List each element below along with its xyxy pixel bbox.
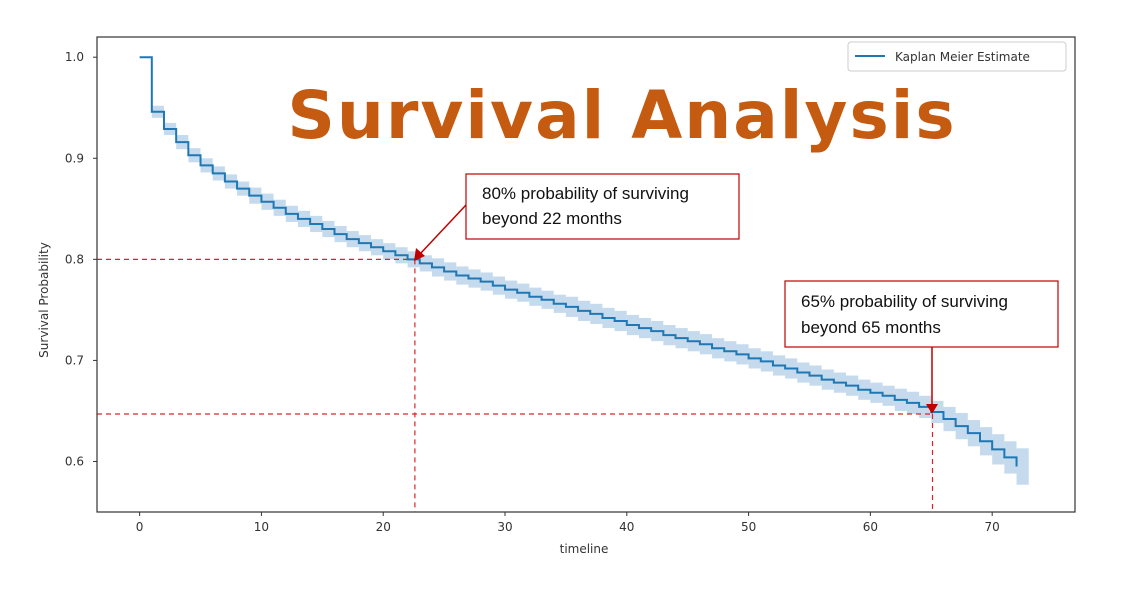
chart-title: Survival Analysis <box>287 77 956 154</box>
annotation-65pct: 65% probability of surviving beyond 65 m… <box>784 280 1059 414</box>
arrowhead-icon <box>414 248 425 261</box>
arrowhead-icon <box>926 404 938 414</box>
legend-label: Kaplan Meier Estimate <box>895 50 1030 64</box>
x-tick-label: 50 <box>741 520 756 534</box>
y-axis-label: Survival Probability <box>37 242 51 358</box>
annotation-text-line1: 65% probability of surviving <box>801 292 1008 311</box>
y-tick-label: 0.6 <box>65 454 84 468</box>
plot-frame <box>96 36 1076 513</box>
x-tick-label: 20 <box>376 520 391 534</box>
reference-lines-layer <box>97 258 934 512</box>
ci-band-segment <box>1016 448 1029 485</box>
x-tick-label: 70 <box>985 520 1000 534</box>
legend-box <box>847 41 1067 72</box>
annotation-text-line2: beyond 22 months <box>482 209 622 228</box>
y-tick-label: 0.7 <box>65 353 84 367</box>
survival-curve-layer <box>139 56 1018 467</box>
km-survival-curve <box>139 56 1018 467</box>
x-tick-label: 10 <box>254 520 269 534</box>
x-tick-label: 30 <box>497 520 512 534</box>
y-tick-label: 1.0 <box>65 50 84 64</box>
annotation-arrow <box>419 204 467 255</box>
x-tick-label: 0 <box>136 520 144 534</box>
ticks-layer: 0 10 20 30 40 50 60 70 0.6 0.7 0.8 0.9 1.0 <box>65 50 1000 534</box>
y-tick-label: 0.8 <box>65 252 84 266</box>
annotation-text-line1: 80% probability of surviving <box>482 184 689 203</box>
annotation-box <box>465 173 740 240</box>
x-tick-label: 60 <box>863 520 878 534</box>
x-axis-label: timeline <box>560 542 609 556</box>
annotation-text-line2: beyond 65 months <box>801 318 941 337</box>
x-tick-label: 40 <box>619 520 634 534</box>
y-tick-label: 0.9 <box>65 151 84 165</box>
legend: Kaplan Meier Estimate <box>847 41 1067 72</box>
annotation-80pct: 80% probability of surviving beyond 22 m… <box>414 173 740 261</box>
annotation-box <box>784 280 1059 348</box>
